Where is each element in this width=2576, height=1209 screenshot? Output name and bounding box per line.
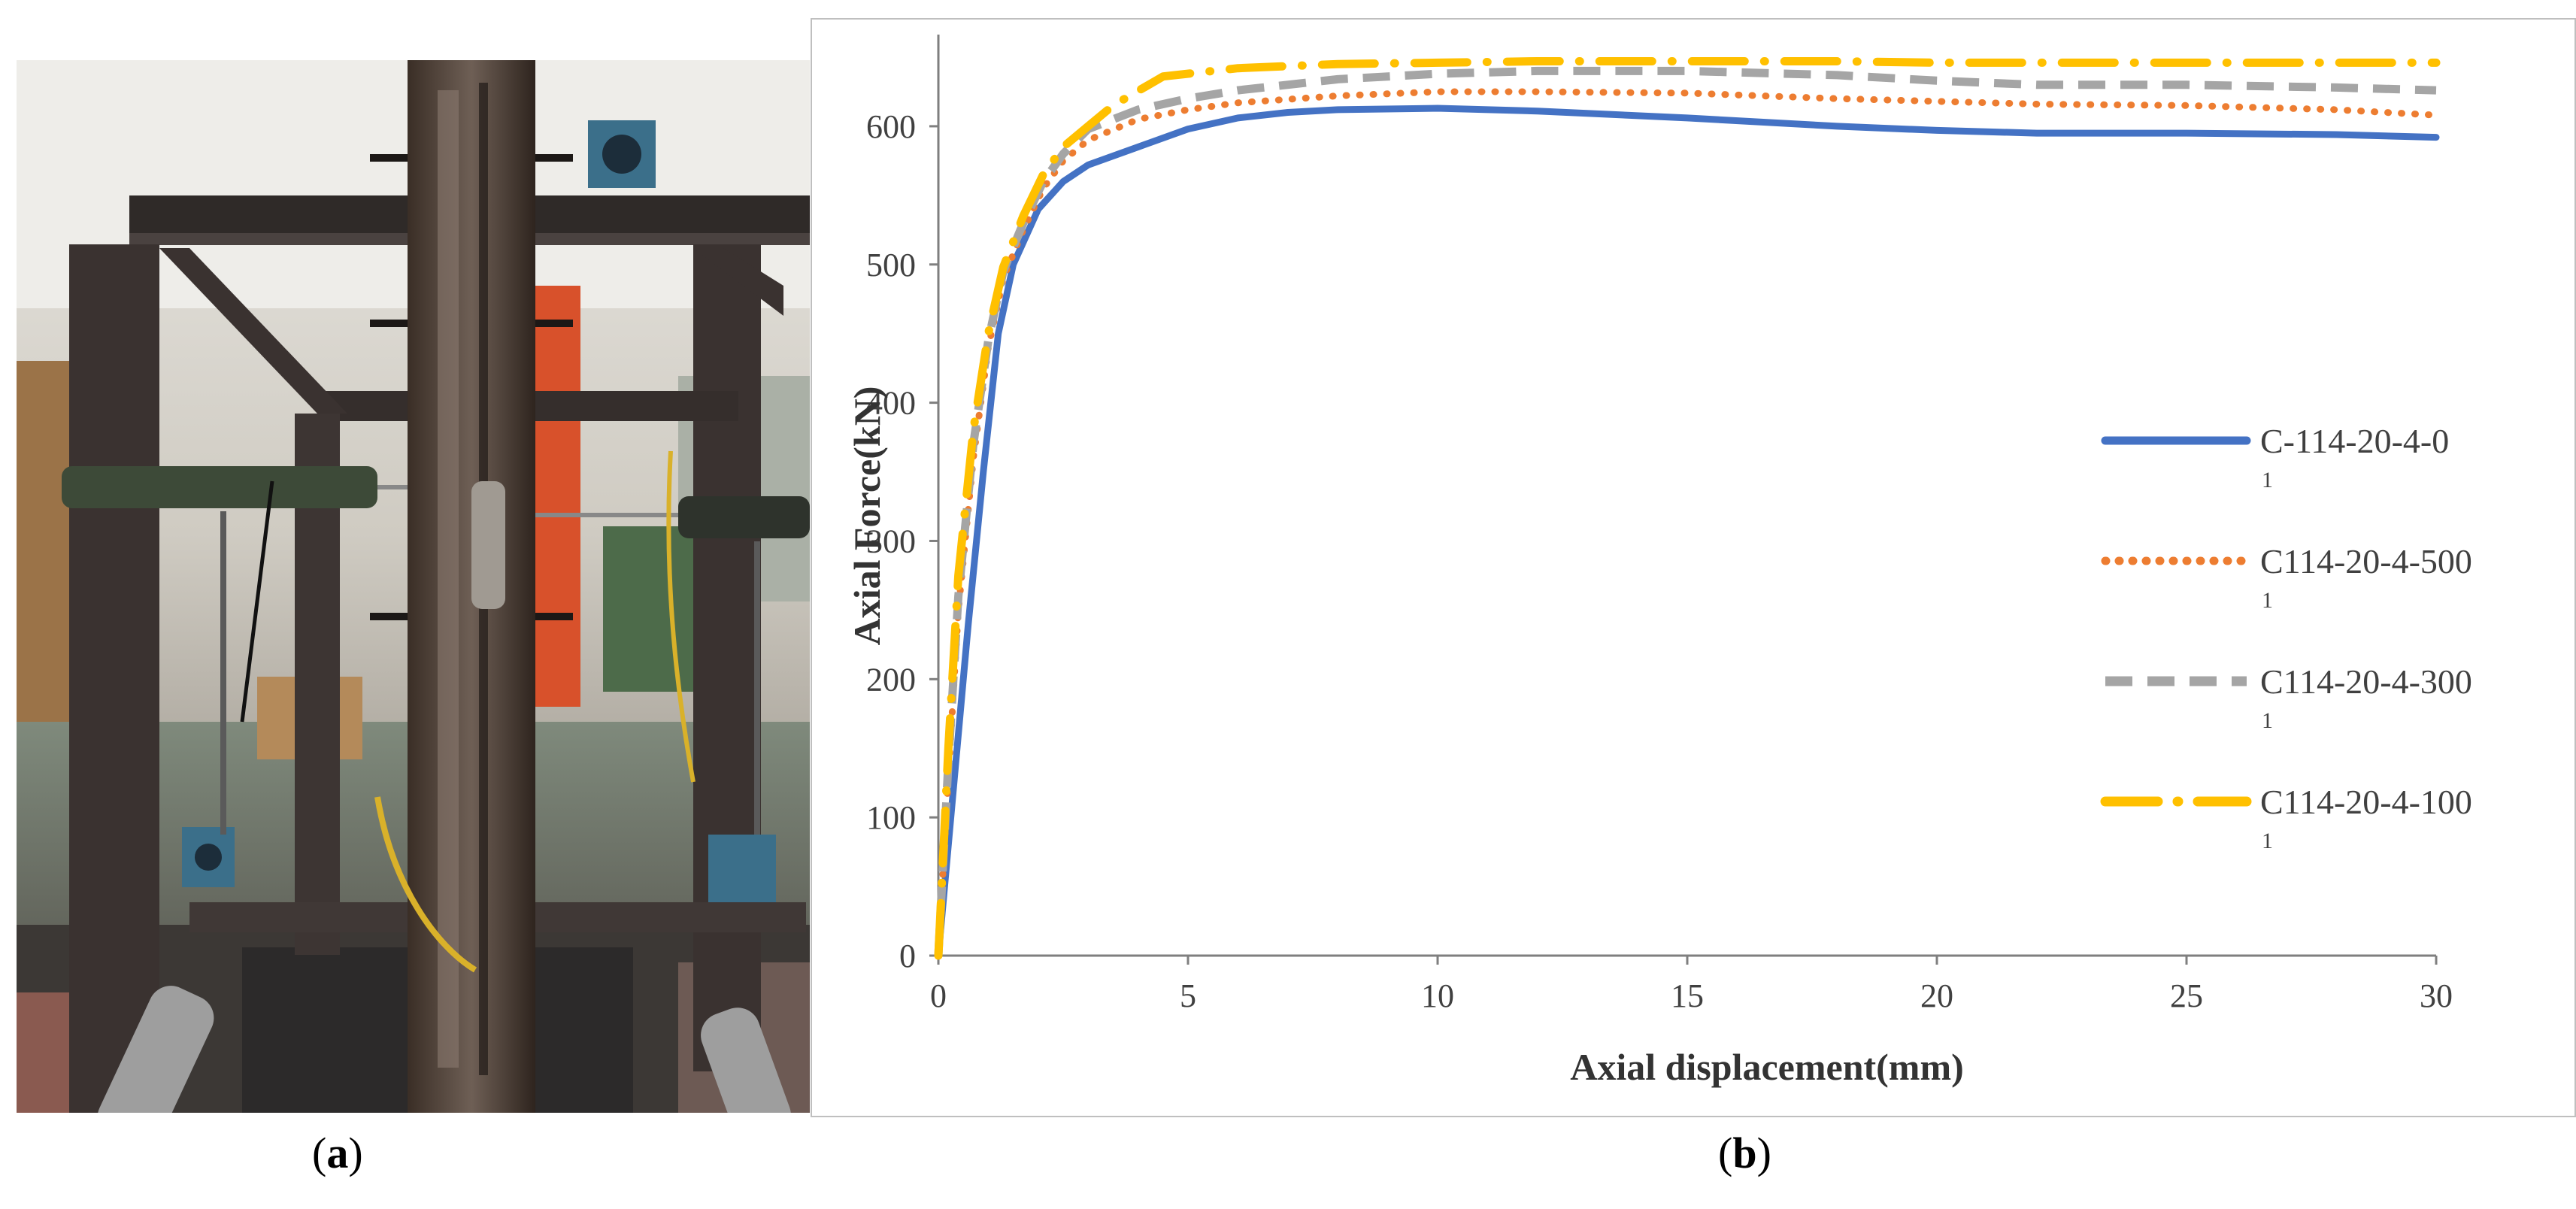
legend-subscript-1: 1 bbox=[2262, 468, 2273, 492]
y-tick-label: 300 bbox=[866, 523, 916, 559]
caption-a-letter: a bbox=[326, 1129, 349, 1177]
legend-subscript-4: 1 bbox=[2262, 829, 2273, 853]
caption-b-letter: b bbox=[1732, 1129, 1757, 1177]
series-lines bbox=[934, 57, 2441, 960]
x-tick-label: 15 bbox=[1671, 977, 1704, 1014]
y-tick-label: 100 bbox=[866, 799, 916, 836]
y-axis-title: Axial Force(kN) bbox=[846, 386, 888, 646]
x-tick-label: 10 bbox=[1421, 977, 1454, 1014]
legend-label-3: C114-20-4-300 bbox=[2260, 662, 2472, 701]
series-line-2 bbox=[935, 88, 2440, 959]
series-line-3 bbox=[934, 66, 2437, 956]
y-tick-label: 600 bbox=[866, 108, 916, 145]
series-line-4 bbox=[934, 57, 2441, 960]
legend-label-2: C114-20-4-500 bbox=[2260, 542, 2472, 580]
legend-subscript-2: 1 bbox=[2262, 588, 2273, 613]
caption-a: (a) bbox=[312, 1129, 363, 1177]
series-line-1 bbox=[935, 105, 2440, 959]
axes bbox=[937, 35, 2436, 957]
legend-label-4: C114-20-4-100 bbox=[2260, 783, 2472, 821]
y-tick-label: 200 bbox=[866, 661, 916, 698]
test-setup-photo bbox=[17, 60, 810, 1113]
y-tick-label: 400 bbox=[866, 385, 916, 422]
x-tick-label: 25 bbox=[2170, 977, 2203, 1014]
test-setup-photo-drawing bbox=[17, 60, 810, 1113]
legend-subscript-3: 1 bbox=[2262, 708, 2273, 733]
caption-b: (b) bbox=[1718, 1129, 1771, 1177]
chart-panel: 0 5 10 15 20 25 30 0 100 200 300 400 500 600 C-114-20… bbox=[811, 18, 2576, 1117]
legend-label-1: C-114-20-4-0 bbox=[2260, 422, 2449, 460]
x-tick-label: 0 bbox=[930, 977, 947, 1014]
legend: C-114-20-4-0 1 C114-20-4-500 1 C114-20-4-300… bbox=[2100, 422, 2472, 853]
x-tick-label: 5 bbox=[1180, 977, 1196, 1014]
y-tick-label: 0 bbox=[899, 938, 916, 974]
x-tick-label: 20 bbox=[1920, 977, 1953, 1014]
x-tick-label: 30 bbox=[2420, 977, 2453, 1014]
y-tick-label: 500 bbox=[866, 247, 916, 283]
x-axis-title: Axial displacement(mm) bbox=[1570, 1046, 1964, 1088]
